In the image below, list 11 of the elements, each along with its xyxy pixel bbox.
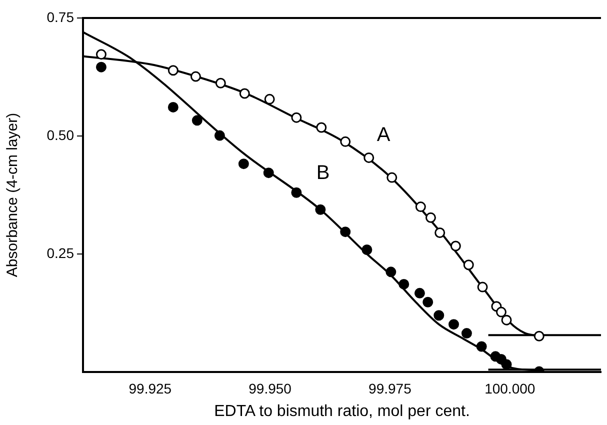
series-label: A xyxy=(376,124,391,146)
x-axis-title: EDTA to bismuth ratio, mol per cent. xyxy=(214,402,470,420)
y-axis-title: Absorbance (4-cm layer) xyxy=(4,112,22,278)
x-tick-label: 99.950 xyxy=(248,380,292,396)
x-tick-label: 99.975 xyxy=(368,380,412,396)
series-label: B xyxy=(316,162,330,184)
y-tick-label: 0.75 xyxy=(46,8,74,25)
y-tick-label: 0.25 xyxy=(46,244,74,261)
x-tick-label: 99.925 xyxy=(128,380,172,396)
y-tick-label: 0.50 xyxy=(46,126,74,143)
x-tick-label: 100.000 xyxy=(484,380,536,396)
